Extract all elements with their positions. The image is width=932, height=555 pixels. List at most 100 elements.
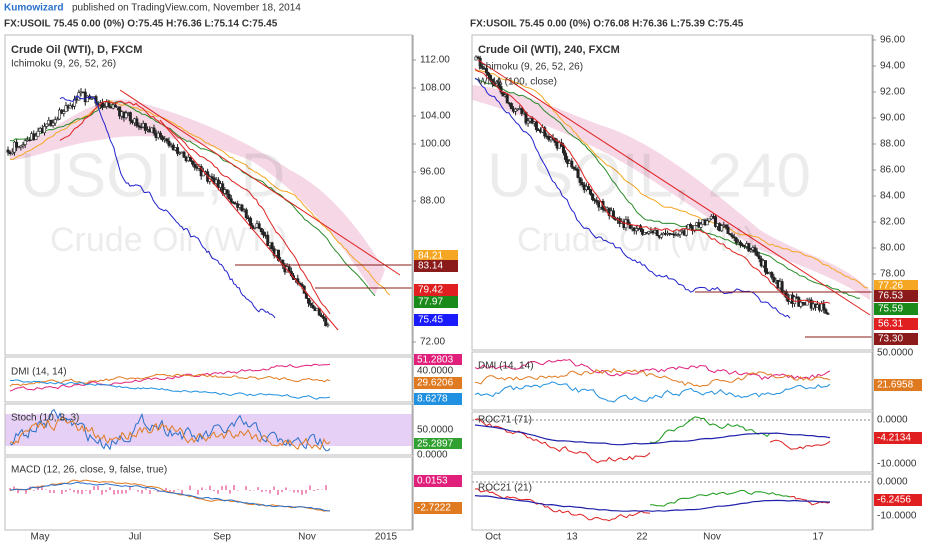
price-label-bg — [874, 333, 918, 345]
pane — [4, 34, 413, 356]
x-label: 2015 — [375, 532, 398, 543]
indicator-label: -6.2456 — [877, 495, 911, 506]
indicator-title: WMA (100, close) — [478, 77, 557, 88]
author[interactable]: Kumowizard — [4, 3, 63, 14]
indicator-label: 29.6206 — [417, 378, 454, 389]
candle — [734, 237, 738, 244]
price-label: 83.14 — [418, 261, 443, 272]
price-tick: 92.00 — [880, 87, 905, 98]
candle — [484, 68, 488, 74]
candle — [231, 201, 235, 204]
candle — [64, 105, 68, 112]
candle — [36, 130, 40, 137]
candle — [543, 127, 547, 137]
candle — [486, 72, 490, 76]
candle — [188, 156, 192, 162]
candle — [730, 234, 734, 238]
candle — [158, 132, 162, 137]
candle — [113, 104, 117, 108]
candle — [118, 106, 122, 117]
price-tick: 88.00 — [880, 139, 905, 150]
indicator-line — [10, 481, 331, 512]
candle — [10, 151, 14, 154]
cloud — [10, 99, 385, 295]
indicator-label-bg — [414, 365, 462, 377]
candle — [15, 141, 19, 148]
candle — [287, 266, 291, 272]
price-label: 56.31 — [878, 319, 903, 330]
pane — [4, 356, 413, 403]
candle — [826, 313, 830, 315]
candle — [611, 210, 615, 219]
candle — [21, 144, 25, 147]
candle — [143, 123, 147, 131]
candle — [326, 324, 330, 327]
cloud — [472, 85, 870, 300]
candle — [772, 276, 776, 283]
candle — [591, 193, 595, 200]
price-tick: 96.00 — [420, 167, 445, 178]
candle — [55, 118, 59, 121]
x-label: May — [31, 532, 50, 543]
price-label: 73.30 — [878, 334, 903, 345]
indicator-label-bg — [414, 377, 462, 389]
candle — [724, 224, 728, 228]
candle — [249, 217, 253, 226]
indicator-label: 0.0000 — [417, 450, 448, 461]
candle — [167, 140, 171, 146]
candle — [311, 304, 315, 309]
candle — [178, 152, 182, 155]
candle — [103, 106, 107, 108]
candle — [319, 314, 323, 317]
price-label-bg — [414, 314, 458, 326]
indicator-title: ROC71 (71) — [478, 415, 532, 426]
candle — [509, 103, 513, 110]
price-label: 76.53 — [878, 291, 903, 302]
indicator-title: MACD (12, 26, close, 9, false, true) — [11, 465, 167, 476]
indicator-label-bg — [874, 494, 922, 506]
candle — [135, 118, 139, 127]
candle — [128, 112, 132, 122]
indicator-label: 0.0153 — [417, 476, 448, 487]
indicator-line — [9, 363, 331, 392]
price-label-bg — [414, 284, 458, 296]
candle — [595, 200, 599, 203]
indicator-label-bg — [874, 432, 922, 444]
candle — [520, 108, 524, 114]
candle — [720, 225, 724, 232]
candle — [586, 186, 590, 190]
price-tick: 78.00 — [880, 269, 905, 280]
indicator-label-bg — [874, 347, 922, 359]
indicator-label: 0.0000 — [877, 477, 908, 488]
candle — [574, 168, 578, 170]
candle — [210, 176, 214, 179]
price-label: 79.42 — [418, 285, 443, 296]
indicator-label-bg — [414, 393, 462, 405]
candle — [580, 182, 584, 186]
indicator-line — [9, 408, 331, 452]
candle — [124, 112, 128, 119]
candle — [322, 316, 326, 319]
candle — [53, 119, 57, 124]
indicator-line — [474, 488, 651, 522]
pane — [471, 473, 873, 531]
price-label-bg — [414, 296, 458, 308]
candle — [770, 272, 774, 278]
candle — [42, 126, 46, 134]
candle — [474, 56, 478, 61]
x-label: Nov — [703, 532, 721, 543]
candle — [534, 121, 538, 130]
candle — [753, 247, 757, 253]
price-label: 84.21 — [418, 251, 443, 262]
candle — [62, 111, 66, 114]
x-label: Jul — [129, 532, 142, 543]
trendline — [477, 59, 871, 316]
candle — [27, 139, 31, 142]
indicator-label-bg — [414, 449, 462, 461]
candle — [257, 223, 261, 229]
candle — [307, 298, 311, 304]
candle — [799, 301, 803, 307]
candle — [576, 169, 580, 178]
indicator-label-bg — [874, 510, 922, 522]
